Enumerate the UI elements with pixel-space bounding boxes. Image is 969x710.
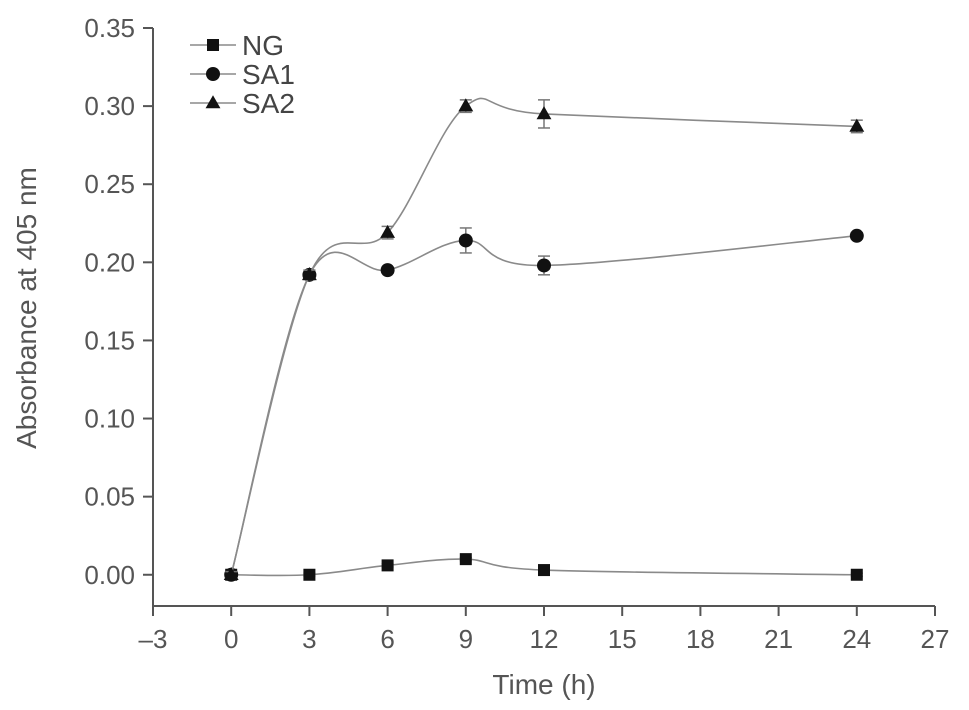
series-line: [230, 97, 857, 575]
series-line: [230, 234, 857, 575]
data-point: [380, 263, 395, 278]
x-tick-label: 27: [921, 624, 950, 654]
series-ng: [225, 553, 863, 581]
y-tick-label: 0.00: [84, 560, 135, 590]
series-layer: [223, 97, 865, 582]
data-point: [380, 224, 396, 238]
y-tick-label: 0.20: [84, 247, 135, 277]
data-point: [537, 258, 551, 273]
legend-label: NG: [242, 30, 284, 61]
legend-item-ng: NG: [190, 30, 284, 61]
data-point: [223, 566, 239, 581]
data-point: [849, 118, 865, 132]
x-tick-label: –3: [139, 624, 168, 654]
data-point: [536, 106, 552, 120]
x-tick-label: 3: [302, 624, 316, 654]
data-point: [459, 553, 472, 566]
y-tick-label: 0.35: [84, 13, 135, 43]
y-ticks: 0.00 0.05 0.10 0.15 0.20 0.25 0.30 0.35: [84, 13, 153, 590]
data-point: [850, 568, 863, 581]
legend-marker: [206, 67, 220, 81]
y-tick-label: 0.15: [84, 325, 135, 355]
x-tick-label: 15: [608, 624, 637, 654]
x-axis-title: Time (h): [492, 669, 595, 700]
data-point: [303, 568, 316, 581]
x-tick-label: 18: [686, 624, 715, 654]
legend-item-sa1: SA1: [190, 59, 295, 90]
x-tick-label: 6: [380, 624, 394, 654]
legend-item-sa2: SA2: [190, 88, 295, 119]
x-tick-label: 0: [224, 624, 238, 654]
y-axis-title: Absorbance at 405 nm: [11, 167, 42, 449]
y-tick-label: 0.10: [84, 404, 135, 434]
x-ticks: –3 0 3 6 9 12 15 18 21 24 27: [139, 606, 950, 654]
legend-marker: [207, 39, 219, 51]
y-tick-label: 0.30: [84, 91, 135, 121]
legend-marker: [205, 95, 221, 109]
data-point: [538, 564, 550, 577]
legend-label: SA2: [242, 88, 295, 119]
data-point: [301, 267, 317, 281]
series-sa2: [223, 97, 865, 581]
y-tick-label: 0.25: [84, 169, 135, 199]
data-point: [849, 228, 864, 243]
data-point: [458, 98, 474, 112]
x-tick-label: 12: [530, 624, 559, 654]
x-tick-label: 9: [459, 624, 473, 654]
x-tick-label: 21: [764, 624, 793, 654]
legend-label: SA1: [242, 59, 295, 90]
data-point: [381, 559, 394, 572]
x-tick-label: 24: [842, 624, 871, 654]
data-point: [458, 233, 473, 248]
series-sa1: [224, 227, 864, 582]
y-tick-label: 0.05: [84, 482, 135, 512]
